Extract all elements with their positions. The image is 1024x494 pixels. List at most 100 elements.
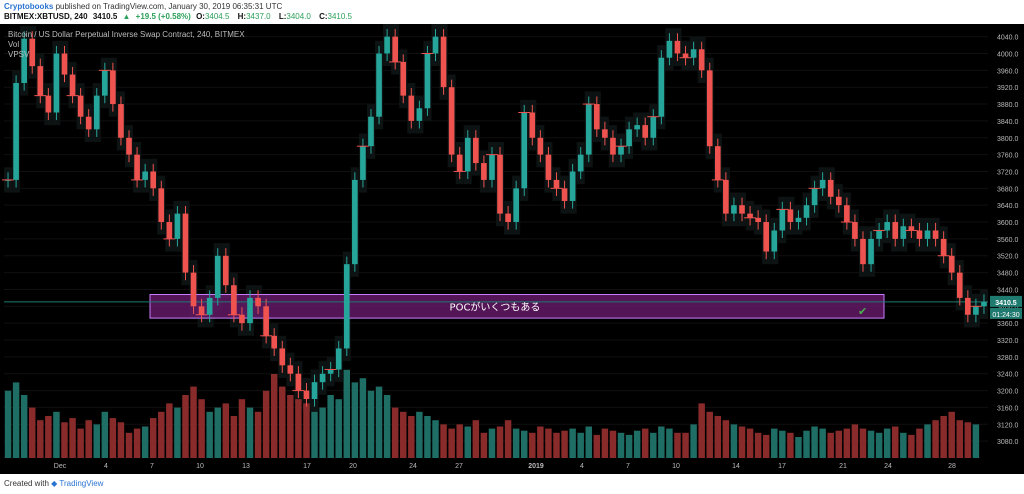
candle-body bbox=[489, 154, 495, 180]
annotation-label: POCがいくつもある bbox=[450, 300, 541, 313]
candle-body bbox=[521, 112, 528, 189]
volume-bar bbox=[37, 420, 44, 458]
candle-body bbox=[981, 301, 987, 307]
volume-bar bbox=[383, 395, 391, 458]
volume-bar bbox=[125, 432, 133, 458]
volume-bar bbox=[101, 411, 109, 458]
price-tick-label: 3600.0 bbox=[997, 220, 1019, 227]
tradingview-link[interactable]: TradingView bbox=[59, 479, 104, 488]
candle-body bbox=[473, 137, 479, 164]
volume-bar bbox=[908, 434, 915, 458]
volume-bar bbox=[230, 416, 238, 458]
price-tick-label: 3480.0 bbox=[997, 271, 1019, 278]
volume-bar bbox=[222, 403, 230, 458]
price-tick-label: 3120.0 bbox=[997, 422, 1019, 429]
candle-body bbox=[118, 104, 124, 138]
volume-bar bbox=[158, 411, 165, 458]
candle-body bbox=[335, 348, 342, 370]
time-axis[interactable]: Dec 4 7 10 13 17 20 24 27 2019 4 7 10 14 17 21 24 28 bbox=[54, 463, 956, 470]
volume-bar bbox=[666, 428, 673, 458]
low-value: 3404.0 bbox=[286, 12, 311, 21]
volume-bar bbox=[12, 382, 20, 458]
candle-body bbox=[150, 171, 157, 189]
volume-bar bbox=[496, 426, 504, 458]
candle-body bbox=[239, 314, 245, 324]
volume-bar bbox=[932, 420, 939, 458]
candle-body bbox=[384, 36, 390, 54]
price-tick-label: 3800.0 bbox=[997, 136, 1019, 143]
candle-body bbox=[142, 171, 148, 180]
candle-body bbox=[368, 116, 374, 147]
price-axis[interactable]: 4040.0 4000.0 3960.0 3920.0 3880.0 3840.0 3800… bbox=[997, 35, 1019, 447]
volume-bar bbox=[698, 403, 705, 458]
candle-body bbox=[610, 137, 616, 155]
candle-body bbox=[553, 179, 560, 189]
volume-bar bbox=[53, 411, 60, 458]
candle-body bbox=[69, 74, 76, 96]
price-badge-bg bbox=[990, 295, 1022, 307]
price-tick-label: 3160.0 bbox=[997, 405, 1019, 412]
candle-body bbox=[916, 230, 923, 239]
time-tick-label: Dec bbox=[54, 463, 67, 470]
candle-body bbox=[416, 108, 423, 121]
volume-bar bbox=[448, 428, 455, 458]
candle-body bbox=[198, 306, 205, 315]
author-link[interactable]: Cryptobooks bbox=[4, 2, 54, 11]
last-price: 3410.5 bbox=[92, 12, 118, 21]
volume-bar bbox=[771, 428, 778, 458]
volume-bar bbox=[61, 422, 68, 458]
candle-body bbox=[569, 171, 576, 201]
candle-body bbox=[110, 70, 116, 105]
price-chart[interactable]: POCがいくつもある ✔ Bitcoin / US Dollar Perpetu… bbox=[0, 24, 1024, 474]
price-tick-label: 3240.0 bbox=[997, 372, 1019, 379]
time-tick-label: 10 bbox=[672, 463, 680, 470]
volume-bar bbox=[690, 424, 697, 458]
volume-bar bbox=[480, 432, 488, 458]
candle-body bbox=[868, 238, 874, 265]
time-tick-label: 14 bbox=[732, 463, 740, 470]
volume-bar bbox=[625, 434, 633, 458]
time-tick-label: 10 bbox=[196, 463, 204, 470]
candle-body bbox=[714, 146, 721, 180]
volume-bar bbox=[585, 426, 592, 458]
candle-body bbox=[166, 222, 173, 239]
candle-body bbox=[101, 70, 108, 96]
price-tick-label: 3960.0 bbox=[997, 68, 1019, 75]
volume-bar bbox=[133, 428, 141, 458]
candle-body bbox=[327, 369, 334, 374]
candle-body bbox=[29, 38, 36, 67]
volume-bar bbox=[279, 386, 286, 458]
volume-bar bbox=[343, 369, 351, 458]
publish-line: Cryptobooks published on TradingView.com… bbox=[4, 2, 282, 11]
legend-title: Bitcoin / US Dollar Perpetual Inverse Sw… bbox=[8, 30, 245, 39]
candle-body bbox=[231, 285, 237, 315]
volume-bar bbox=[948, 411, 955, 458]
candle-body bbox=[158, 188, 165, 223]
volume-bar bbox=[408, 416, 415, 458]
volume-bar bbox=[617, 432, 625, 458]
candle-body bbox=[53, 53, 60, 113]
volume-bar bbox=[803, 430, 810, 458]
volume-bar bbox=[464, 426, 471, 458]
price-tick-label: 3360.0 bbox=[997, 321, 1019, 328]
candle-body bbox=[456, 154, 463, 172]
candle-body bbox=[892, 222, 899, 239]
volume-bar bbox=[754, 432, 762, 458]
volume-bar bbox=[843, 428, 851, 458]
candle-body bbox=[513, 188, 519, 223]
candle-body bbox=[650, 116, 657, 138]
volume-bar bbox=[472, 420, 480, 458]
chart-grid bbox=[4, 36, 988, 442]
chart-area[interactable]: POCがいくつもある ✔ Bitcoin / US Dollar Perpetu… bbox=[0, 24, 1024, 474]
volume-bar bbox=[658, 426, 665, 458]
price-tick-label: 3440.0 bbox=[997, 287, 1019, 294]
candle-body bbox=[93, 95, 100, 130]
candle-body bbox=[747, 213, 753, 218]
volume-bar bbox=[295, 399, 302, 458]
time-tick-label: 20 bbox=[349, 463, 357, 470]
price-tick-label: 3320.0 bbox=[997, 338, 1019, 345]
volume-bar bbox=[182, 395, 189, 458]
candle-body bbox=[602, 129, 608, 138]
poc-zone[interactable] bbox=[149, 294, 885, 319]
volume-bar bbox=[456, 424, 463, 458]
